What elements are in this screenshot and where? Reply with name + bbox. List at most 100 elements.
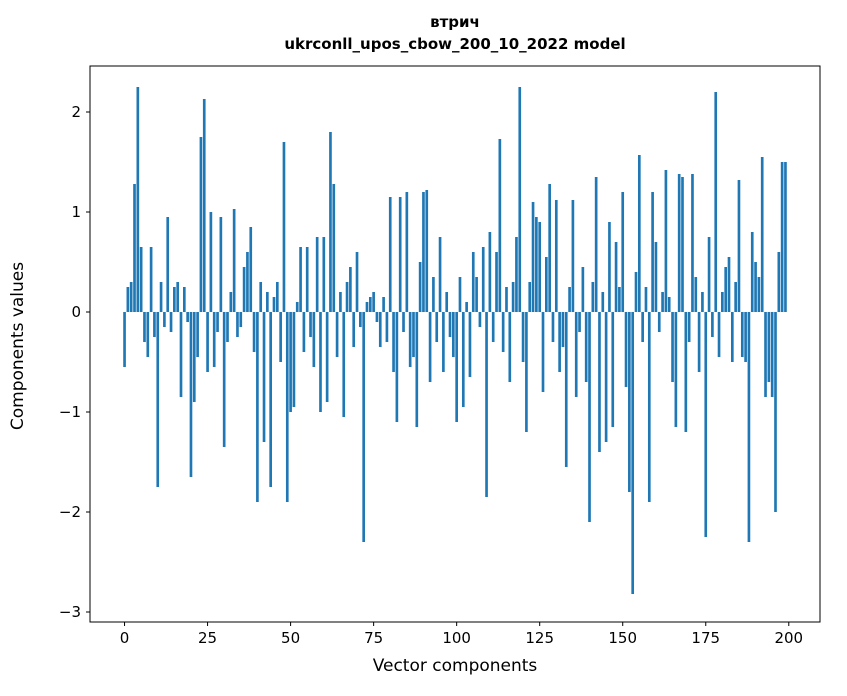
bar [707,237,711,312]
bar [740,312,744,357]
bar [219,217,223,312]
bar [438,237,442,312]
y-tick-label: −1 [59,403,81,421]
bar [342,312,346,417]
y-tick-label: −3 [59,603,81,621]
bar [355,252,359,312]
bar [133,184,136,312]
bar [521,312,525,362]
bar [282,142,286,312]
bar [744,312,747,362]
bar [647,312,651,502]
bar [302,312,306,352]
bar [621,192,625,312]
bar [535,217,538,312]
bar [604,312,608,442]
bar [750,232,754,312]
bar [754,262,757,312]
bar [325,312,329,402]
bar [568,287,571,312]
bar [315,237,319,312]
bar [528,282,532,312]
bar [129,282,133,312]
bar [614,242,618,312]
bar [285,312,289,502]
bar [229,292,233,312]
bar [312,312,316,367]
bar [687,312,691,342]
bar [209,212,213,312]
bar [468,312,472,377]
bar [335,312,339,357]
bar [222,312,226,447]
bar [398,197,402,312]
bar [608,222,611,312]
title-block: втрич ukrconll_upos_cbow_200_10_2022 mod… [90,12,820,56]
bar [252,312,256,352]
bar [388,197,392,312]
bar [153,312,156,337]
x-tick-label: 50 [281,629,300,647]
bar [594,177,598,312]
bar [408,312,412,367]
bar [714,92,718,312]
bar [292,312,296,407]
bar [123,312,126,367]
bar [176,282,180,312]
bar [275,282,279,312]
bar [295,302,299,312]
bar [392,312,395,372]
bar [495,252,498,312]
bar [432,277,435,312]
bar [581,267,585,312]
x-tick-label: 125 [525,629,554,647]
bar [681,177,684,312]
bar [764,312,767,397]
bar [435,312,439,342]
bar [780,162,784,312]
bar [461,312,465,407]
bar [551,312,555,342]
bar [179,312,183,397]
bar [199,137,203,312]
bar [232,209,236,312]
bar [382,297,385,312]
bar [458,277,462,312]
bar [757,277,761,312]
bar [375,312,379,322]
bar [239,312,243,327]
bar [770,312,774,397]
bar [651,192,654,312]
bar [249,227,253,312]
bar [149,247,153,312]
bar [139,247,143,312]
bar [641,312,644,342]
bar [545,257,548,312]
bar [654,242,658,312]
bar [189,312,193,477]
bar [442,312,445,372]
bar [684,312,688,432]
x-tick-label: 25 [198,629,217,647]
bar [501,312,505,352]
bar [508,312,512,382]
bar [329,132,332,312]
bar [541,312,545,392]
bar [206,312,209,372]
bar [445,292,449,312]
bar [242,267,246,312]
bar [564,312,568,467]
bar [309,312,312,337]
bar [558,312,561,372]
bar [246,252,249,312]
bar [299,247,302,312]
bar [322,237,326,312]
bar [169,312,173,332]
bar [415,312,419,427]
bar [269,312,272,487]
bar [661,292,664,312]
chart-title: втрич [430,13,480,31]
bar [266,292,269,312]
bar [159,282,163,312]
